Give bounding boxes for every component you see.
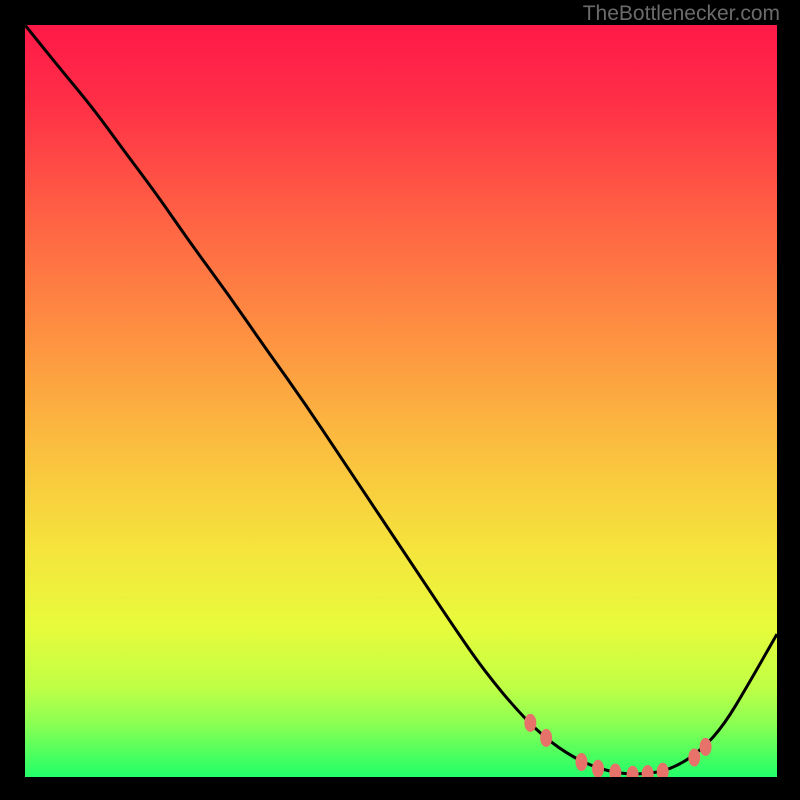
plot-area bbox=[25, 25, 777, 777]
watermark-label: TheBottlenecker.com bbox=[583, 2, 780, 26]
data-markers bbox=[25, 25, 777, 777]
